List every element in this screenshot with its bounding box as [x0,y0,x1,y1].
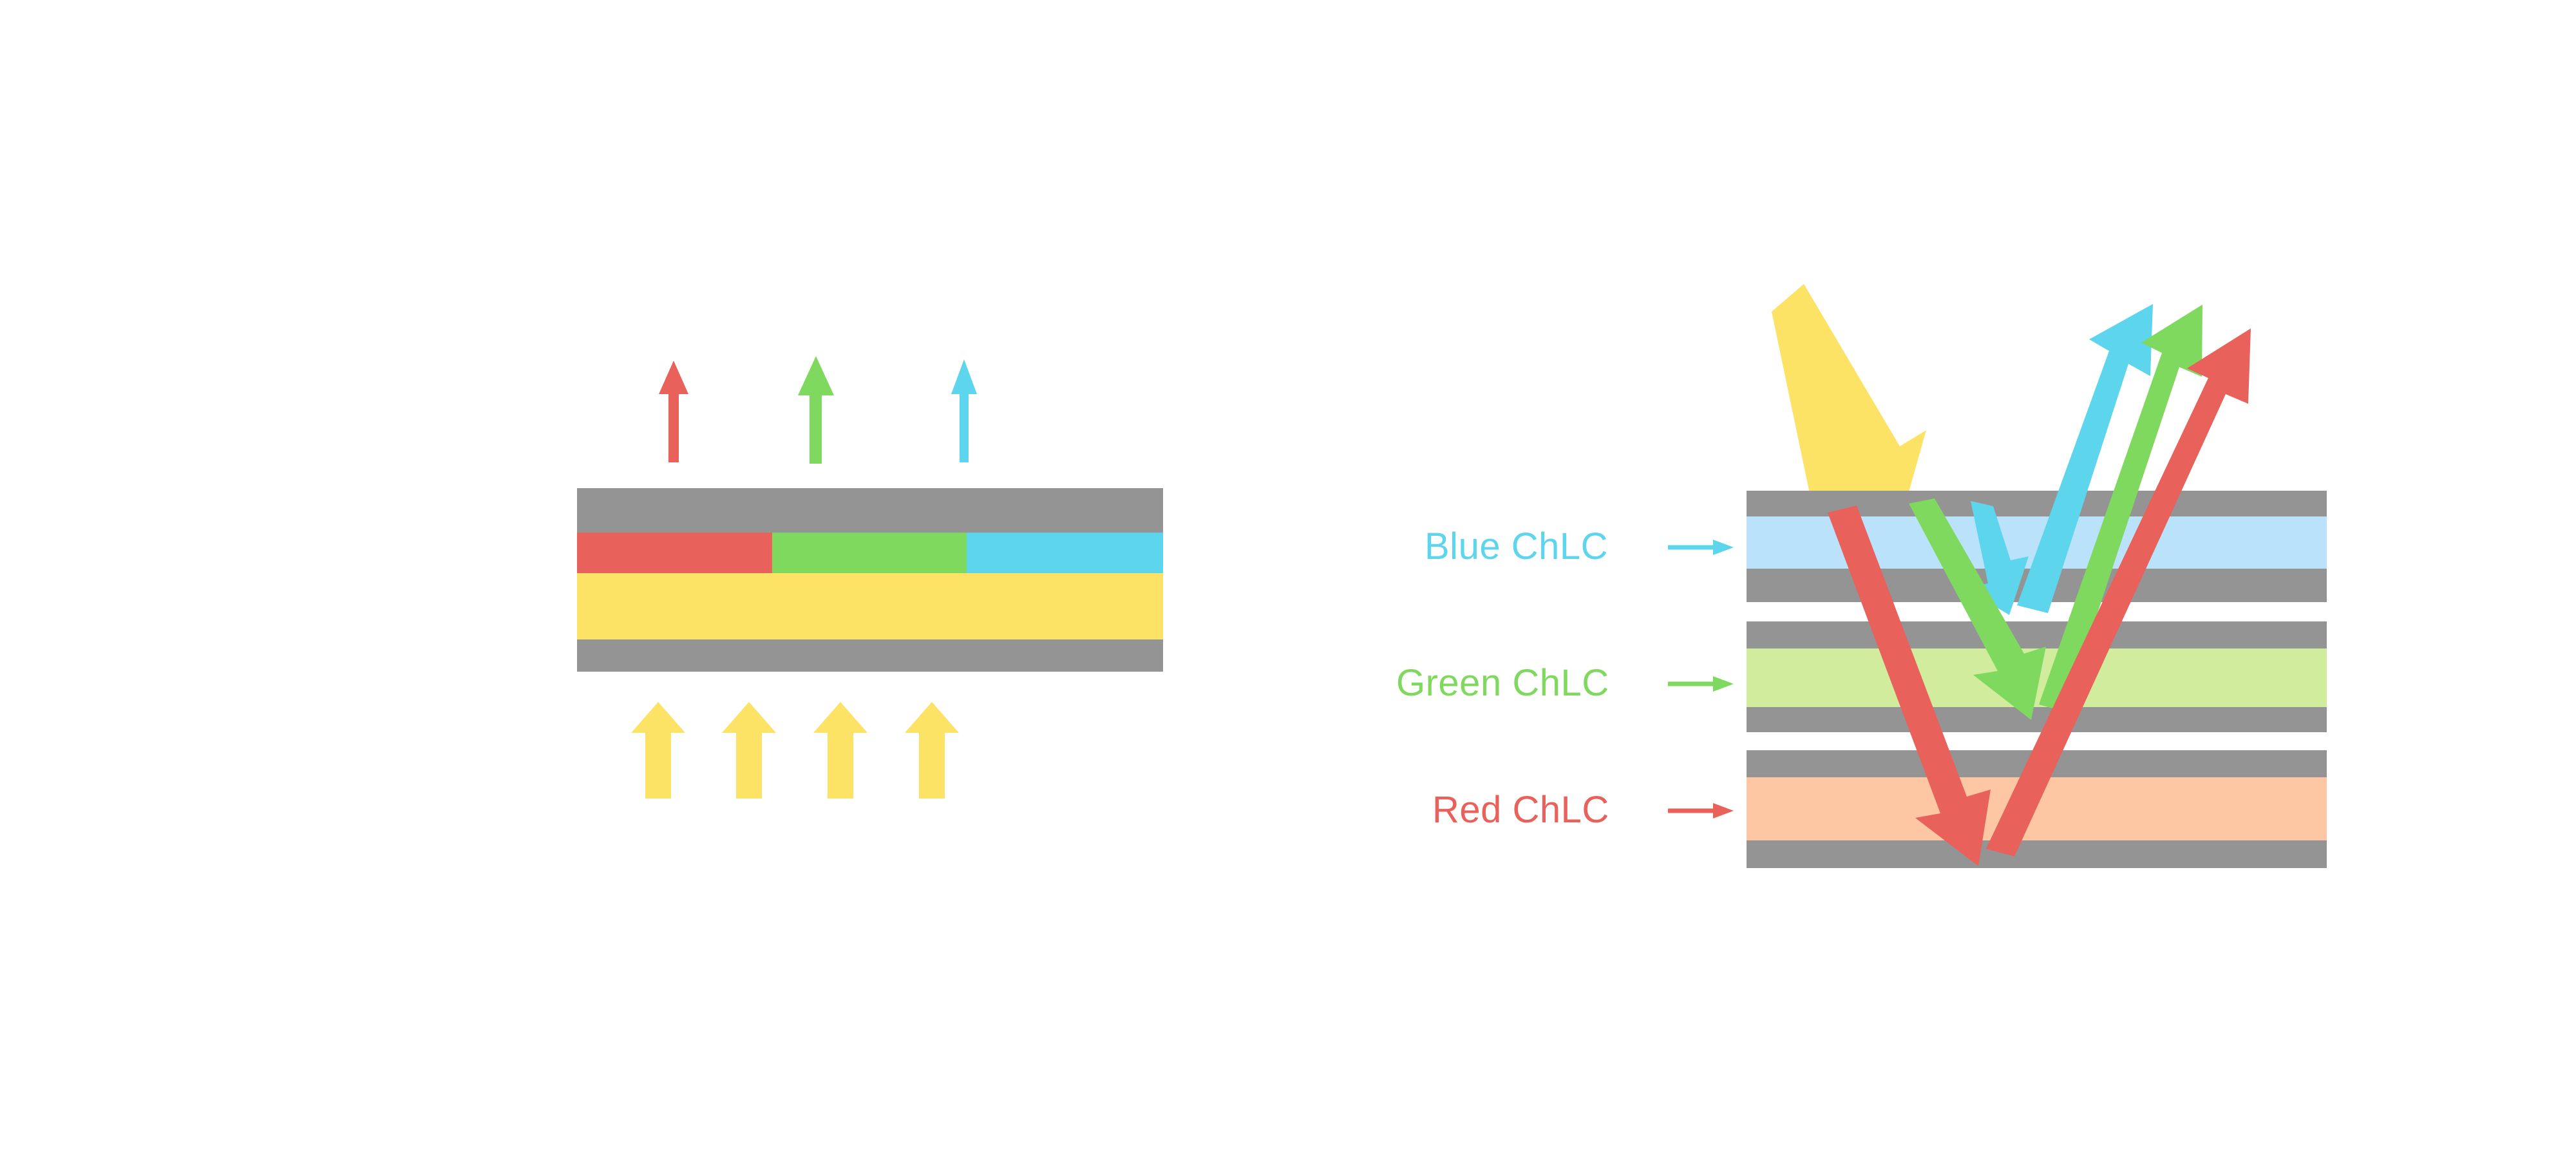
emitted-green-arrow [798,356,834,464]
ambient-light-arrow [1772,284,1926,544]
label-blue-chlc-text: Blue ChLC [1425,525,1608,567]
backlight-arrow [631,702,685,799]
reflected-green-arrow [1909,305,2202,720]
label-red-chlc: Red ChLC [1432,789,1734,831]
green-cell-top-electrode [1747,621,2327,648]
right-panel-group: Blue ChLC Green ChLC Red ChLC [1396,284,2327,868]
green-cell-bottom-electrode [1747,707,2327,732]
backlight-arrow [813,702,867,799]
color-filter-green [772,533,967,573]
left-bottom-electrode [577,639,1163,672]
reflected-red-arrow [1828,328,2251,866]
label-green-chlc-text: Green ChLC [1396,662,1609,704]
left-panel-group [577,356,1163,799]
backlight-arrow [722,702,776,799]
backlight-layer [577,573,1163,639]
label-green-chlc: Green ChLC [1396,662,1734,704]
color-filter-blue [967,533,1163,573]
color-filter-red [577,533,772,573]
right-arrow-icon [1668,540,1734,555]
backlight-arrow [905,702,959,799]
emitted-red-arrow [659,361,688,462]
emitted-blue-arrow [951,359,977,462]
label-blue-chlc: Blue ChLC [1425,525,1734,567]
right-arrow-icon [1668,676,1734,692]
right-arrow-icon [1668,803,1734,818]
red-cell-bottom-electrode [1747,840,2327,868]
label-red-chlc-text: Red ChLC [1432,789,1609,831]
left-top-electrode [577,488,1163,533]
